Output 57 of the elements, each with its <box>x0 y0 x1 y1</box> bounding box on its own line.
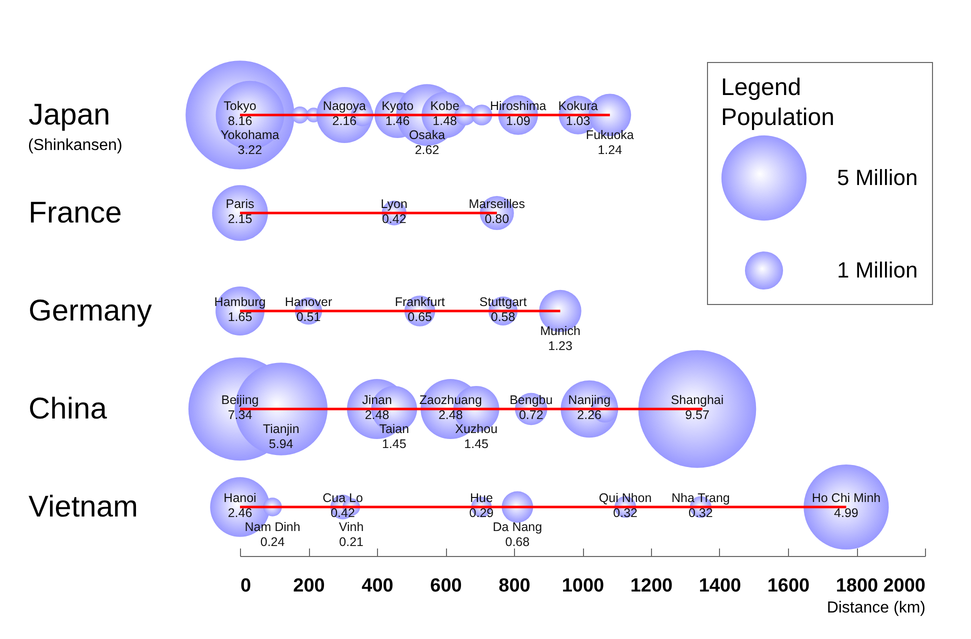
data-label: Kokura 1.03 <box>558 99 598 128</box>
y-tick-label: Vietnam <box>28 490 138 524</box>
x-tick-label: 600 <box>430 576 462 596</box>
data-label: Osaka 2.62 <box>408 128 446 157</box>
data-label: Hiroshima 1.09 <box>490 99 546 128</box>
data-label: Qui Nhon 0.32 <box>598 491 652 520</box>
x-tick-label: 1600 <box>767 576 810 596</box>
data-label: Tokyo 8.16 <box>224 99 256 128</box>
x-tick-label: 200 <box>293 576 325 596</box>
data-label: Hanoi 2.46 <box>224 491 256 520</box>
legend-title: Population <box>721 104 834 131</box>
data-label: Da Nang 0.68 <box>492 520 542 549</box>
data-label: Zaozhuang 2.48 <box>419 393 482 422</box>
x-axis-title: Distance (km) <box>826 600 926 616</box>
data-label: Stuttgart 0.58 <box>479 295 528 324</box>
data-label: Beijing 7.34 <box>221 393 259 422</box>
x-tick-label: 1800 <box>836 576 878 596</box>
x-tick-label: 400 <box>362 576 394 596</box>
x-tick-label: 800 <box>498 576 530 596</box>
legend-label: 5 Million <box>837 165 918 190</box>
data-label: Marseilles 0.80 <box>468 197 526 226</box>
legend-label: 1 Million <box>837 258 918 282</box>
data-label: Bengbu 0.72 <box>510 393 553 422</box>
data-label: Frankfurt 0.65 <box>394 295 446 324</box>
x-tick-label: 1400 <box>698 576 742 596</box>
data-label: Shanghai 9.57 <box>670 393 724 422</box>
data-label: Munich 1.23 <box>540 324 580 353</box>
x-tick-label: 1200 <box>630 576 673 596</box>
x-tick-label: 2000 <box>883 576 926 596</box>
x-tick-label: 0 <box>240 576 252 596</box>
data-label: Taian 1.45 <box>379 422 410 451</box>
data-label: Jinan 2.48 <box>362 393 392 422</box>
data-label: Cua Lo 0.42 <box>322 491 363 520</box>
annotation: Legend <box>721 74 802 101</box>
y-tick-label: France <box>28 196 122 230</box>
text: (Shinkansen) <box>28 137 122 154</box>
x-tick-label: 1000 <box>562 576 604 596</box>
y-tick-label: Japan <box>28 98 110 132</box>
data-label: Hamburg 1.65 <box>214 295 266 324</box>
data-label: Lyon 0.42 <box>380 197 408 226</box>
y-tick-label: China <box>28 392 108 426</box>
data-label: Nanjing 2.26 <box>568 393 611 422</box>
data-label: Tianjin 5.94 <box>262 422 300 451</box>
data-label: Ho Chi Minh 4.99 <box>812 491 881 520</box>
data-label: Nam Dinh 0.24 <box>244 520 300 549</box>
data-label: Vinh 0.21 <box>338 520 364 549</box>
y-tick-label: Germany <box>28 294 152 328</box>
data-label: Nagoya 2.16 <box>322 99 366 128</box>
data-label: Xuzhou 1.45 <box>455 422 498 451</box>
data-label: Kobe 1.48 <box>430 99 460 128</box>
data-label: Paris 2.15 <box>226 197 254 226</box>
data-label: Hue 0.29 <box>469 491 494 520</box>
data-label: Yokohama 3.22 <box>220 128 280 157</box>
data-label: Kyoto 1.46 <box>382 99 414 128</box>
data-label: Hanover 0.51 <box>284 295 332 324</box>
data-label: Nha Trang 0.32 <box>671 491 730 520</box>
data-label: Fukuoka 1.24 <box>586 128 634 157</box>
